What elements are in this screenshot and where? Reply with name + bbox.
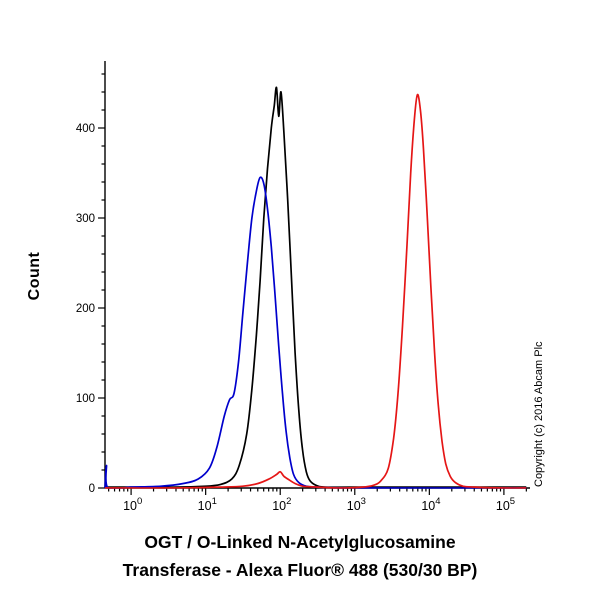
red-curve (104, 93, 527, 489)
svg-text:0: 0 (89, 483, 95, 495)
chart-title: OGT / O-Linked N-Acetylglucosamine Trans… (0, 528, 600, 584)
svg-text:100: 100 (76, 393, 95, 405)
svg-text:105: 105 (496, 496, 515, 513)
svg-text:102: 102 (272, 496, 291, 513)
copyright-text: Copyright (c) 2016 Abcam Plc (533, 341, 545, 487)
axes (104, 61, 530, 489)
svg-text:300: 300 (76, 213, 95, 225)
chart-title-line-2: Transferase - Alexa Fluor® 488 (530/30 B… (122, 560, 478, 580)
chart-title-line-1: OGT / O-Linked N-Acetylglucosamine (144, 532, 456, 552)
tick-marks (98, 73, 527, 495)
series (104, 86, 527, 489)
y-axis-label: Count (26, 251, 43, 301)
black-curve (105, 86, 527, 489)
tick-labels: 100 101 102 103 104 105 0 100 200 300 400 (76, 123, 515, 513)
svg-text:101: 101 (198, 496, 217, 513)
svg-text:100: 100 (123, 496, 142, 513)
svg-text:400: 400 (76, 123, 95, 135)
svg-text:103: 103 (347, 496, 366, 513)
svg-text:104: 104 (421, 496, 440, 513)
blue-curve (104, 176, 527, 489)
svg-text:200: 200 (76, 303, 95, 315)
